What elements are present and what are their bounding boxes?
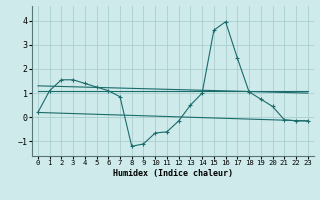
X-axis label: Humidex (Indice chaleur): Humidex (Indice chaleur): [113, 169, 233, 178]
